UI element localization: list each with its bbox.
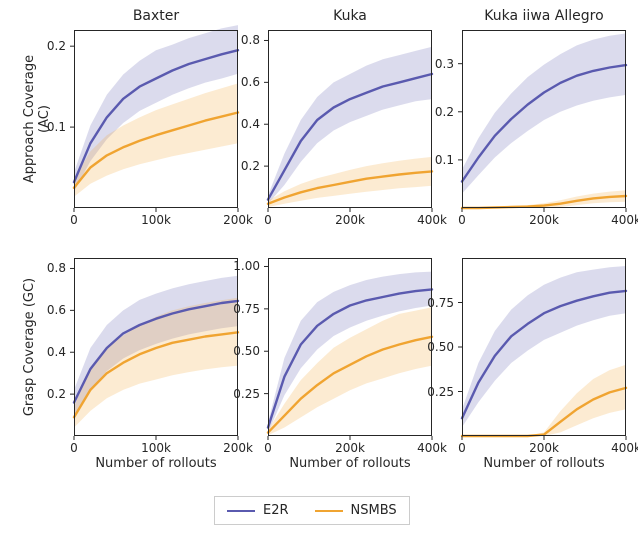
y-tick-label: 0.8	[36, 262, 66, 274]
y-tick-label: 1.00	[230, 260, 260, 272]
row-ylabel: Approach Coverage (AC)	[22, 39, 52, 199]
subplot	[74, 258, 238, 436]
x-tick-label: 200k	[529, 442, 559, 454]
y-tick-label: 0.3	[424, 58, 454, 70]
series-band	[462, 33, 626, 193]
subplot	[462, 258, 626, 436]
column-title: Baxter	[66, 8, 246, 24]
subplot-svg	[268, 30, 432, 208]
subplot-svg	[74, 258, 238, 436]
y-tick-label: 0.50	[230, 345, 260, 357]
y-tick-label: 0.1	[36, 121, 66, 133]
y-tick-label: 0.25	[230, 388, 260, 400]
subplot-svg	[74, 30, 238, 208]
row-ylabel: Grasp Coverage (GC)	[22, 267, 37, 427]
figure-root: Baxter Kuka Kuka iiwa Allegro Approach Cove…	[0, 0, 638, 536]
x-tick-label: 200k	[335, 442, 365, 454]
x-tick-label: 0	[264, 442, 272, 454]
x-tick-label: 100k	[141, 442, 171, 454]
subplot-svg	[268, 258, 432, 436]
x-tick-label: 200k	[223, 442, 253, 454]
x-tick-label: 0	[70, 442, 78, 454]
y-tick-label: 0.1	[424, 154, 454, 166]
x-tick-label: 0	[264, 214, 272, 226]
y-tick-label: 0.6	[230, 76, 260, 88]
y-tick-label: 0.2	[424, 106, 454, 118]
x-tick-label: 400k	[611, 442, 638, 454]
y-tick-label: 0.4	[230, 118, 260, 130]
x-tick-label: 0	[458, 214, 466, 226]
y-tick-label: 0.75	[424, 297, 454, 309]
x-tick-label: 0	[70, 214, 78, 226]
x-tick-label: 200k	[529, 214, 559, 226]
y-tick-label: 0.50	[424, 341, 454, 353]
y-tick-label: 0.6	[36, 304, 66, 316]
x-tick-label: 400k	[417, 442, 447, 454]
subplot	[74, 30, 238, 208]
series-band	[74, 298, 238, 428]
legend-swatch	[227, 510, 255, 512]
x-tick-label: 100k	[141, 214, 171, 226]
column-title: Kuka	[260, 8, 440, 24]
y-tick-label: 0.8	[230, 34, 260, 46]
y-tick-label: 0.75	[230, 303, 260, 315]
x-axis-label: Number of rollouts	[454, 456, 634, 471]
y-tick-label: 0.2	[36, 40, 66, 52]
x-tick-label: 400k	[417, 214, 447, 226]
legend-swatch	[315, 510, 343, 512]
column-title: Kuka iiwa Allegro	[454, 8, 634, 24]
legend-label: NSMBS	[351, 503, 397, 518]
legend-item: E2R	[227, 503, 289, 518]
y-tick-label: 0.4	[36, 346, 66, 358]
x-tick-label: 200k	[335, 214, 365, 226]
x-tick-label: 200k	[223, 214, 253, 226]
y-tick-label: 0.25	[424, 386, 454, 398]
x-axis-label: Number of rollouts	[66, 456, 246, 471]
x-axis-label: Number of rollouts	[260, 456, 440, 471]
subplot-svg	[462, 258, 626, 436]
legend: E2R NSMBS	[214, 496, 410, 525]
subplot-svg	[462, 30, 626, 208]
subplot	[462, 30, 626, 208]
y-tick-label: 0.2	[36, 388, 66, 400]
legend-label: E2R	[263, 503, 289, 518]
x-tick-label: 400k	[611, 214, 638, 226]
x-tick-label: 0	[458, 442, 466, 454]
legend-item: NSMBS	[315, 503, 397, 518]
y-tick-label: 0.2	[230, 160, 260, 172]
subplot	[268, 30, 432, 208]
subplot	[268, 258, 432, 436]
